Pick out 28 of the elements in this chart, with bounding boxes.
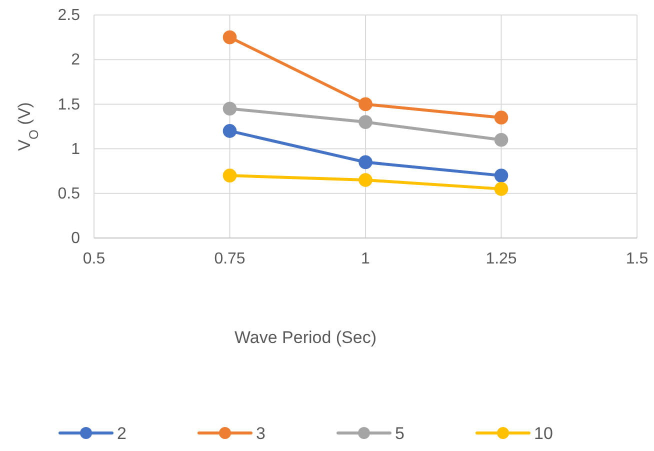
legend-label: 10 xyxy=(534,424,553,443)
x-tick-label: 1.5 xyxy=(626,250,648,268)
x-tick-label: 1 xyxy=(361,250,370,268)
point xyxy=(494,110,508,124)
y-tick-label: 1.5 xyxy=(58,96,80,114)
legend-label: 2 xyxy=(117,424,126,443)
y-tick-label: 0.5 xyxy=(58,186,80,203)
x-tick-label: 0.75 xyxy=(214,250,246,268)
y-tick-label: 0 xyxy=(71,230,80,248)
y-tick-label: 2 xyxy=(71,52,80,69)
point xyxy=(494,132,508,147)
legend-label: 3 xyxy=(256,424,266,443)
point xyxy=(358,155,372,170)
x-tick-label: 0.5 xyxy=(82,250,106,268)
y-tick-label: 1 xyxy=(71,140,80,158)
point xyxy=(222,124,237,138)
point xyxy=(358,173,372,187)
x-axis-title: Wave Period (Sec) xyxy=(234,328,377,347)
point xyxy=(494,168,508,182)
point xyxy=(222,168,237,182)
x-tick-label: 1.25 xyxy=(486,250,517,268)
legend-label: 5 xyxy=(395,424,404,443)
point xyxy=(358,115,372,129)
point xyxy=(358,97,372,112)
y-tick-label: 2.5 xyxy=(58,7,80,24)
point xyxy=(222,102,237,116)
point xyxy=(494,182,508,196)
point xyxy=(222,30,237,44)
